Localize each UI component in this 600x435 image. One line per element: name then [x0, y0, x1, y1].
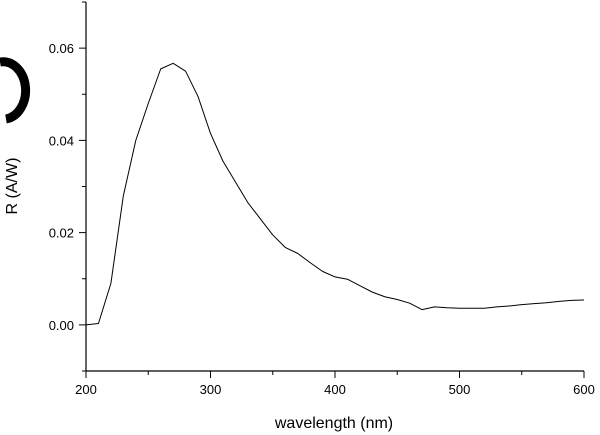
plot-area [85, 62, 585, 326]
x-tick-label: 400 [324, 382, 346, 397]
y-tick-label: 0.00 [49, 318, 74, 333]
cropped-ring-decoration [0, 57, 31, 124]
y-tick-label: 0.02 [49, 226, 74, 241]
axes: 200 300 400 500 600 0.00 0.02 0.04 0.06 [49, 1, 595, 397]
x-axis-title: wavelength (nm) [274, 415, 393, 432]
y-tick-label: 0.04 [49, 133, 74, 148]
y-axis-title: R (A/W) [4, 158, 21, 215]
x-tick-label: 200 [75, 382, 97, 397]
y-tick-label: 0.06 [49, 41, 74, 56]
x-tick-label: 300 [200, 382, 222, 397]
x-tick-label: 500 [449, 382, 471, 397]
x-tick-label: 600 [573, 382, 595, 397]
series-line [85, 62, 585, 326]
